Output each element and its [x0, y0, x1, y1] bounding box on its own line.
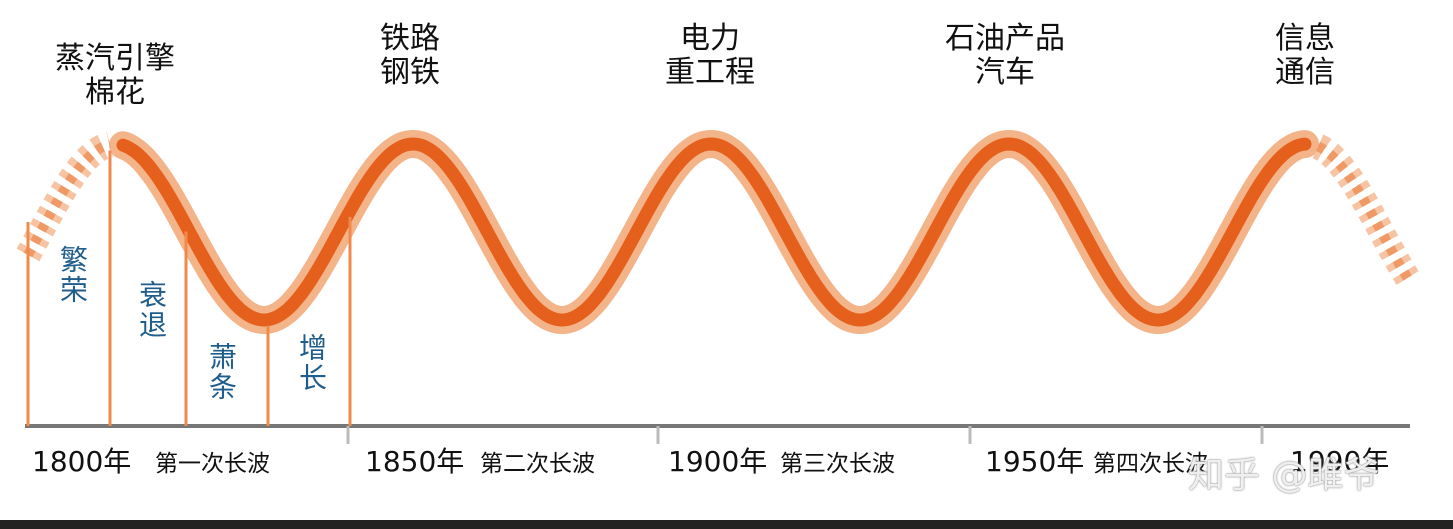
- phase-label: 增长: [295, 333, 328, 393]
- wave-name: 第一次长波: [155, 451, 270, 477]
- era-label: 蒸汽引擎 棉花: [15, 42, 215, 110]
- year-label: 1850年: [365, 445, 465, 478]
- phase-label: 萧条: [205, 342, 238, 402]
- era-line: 信息: [1275, 21, 1335, 56]
- wave-core: [116, 137, 1312, 327]
- era-line: 棉花: [85, 75, 145, 110]
- wave-name: 第四次长波: [1093, 451, 1208, 477]
- era-label: 电力 重工程: [610, 22, 810, 90]
- era-line: 重工程: [665, 55, 755, 90]
- phase-label: 繁荣: [56, 245, 89, 305]
- phase-dividers: [26, 150, 352, 426]
- wave-name: 第二次长波: [480, 451, 595, 477]
- wave-tail-core: [23, 139, 112, 258]
- era-label: 信息 通信: [1205, 22, 1405, 90]
- era-line: 钢铁: [380, 55, 440, 90]
- wave-tail-core: [1315, 141, 1415, 285]
- era-line: 铁路: [380, 21, 440, 56]
- era-label: 石油产品 汽车: [905, 22, 1105, 90]
- phase-label: 衰退: [135, 280, 168, 340]
- era-line: 通信: [1275, 55, 1335, 90]
- era-line: 汽车: [975, 55, 1035, 90]
- year-label: 1950年: [985, 445, 1085, 478]
- year-label: 1900年: [668, 445, 768, 478]
- bottom-border: [0, 520, 1453, 529]
- wave: [16, 129, 1421, 334]
- year-label: 1990年: [1290, 445, 1390, 478]
- axis-ticks: [346, 426, 1264, 444]
- wave-name: 第三次长波: [780, 451, 895, 477]
- era-line: 蒸汽引擎: [55, 41, 175, 76]
- era-label: 铁路 钢铁: [310, 22, 510, 90]
- watermark: 知乎 @雎爷: [1188, 455, 1380, 496]
- year-label: 1800年: [32, 445, 132, 478]
- era-line: 电力: [680, 21, 740, 56]
- era-line: 石油产品: [945, 21, 1065, 56]
